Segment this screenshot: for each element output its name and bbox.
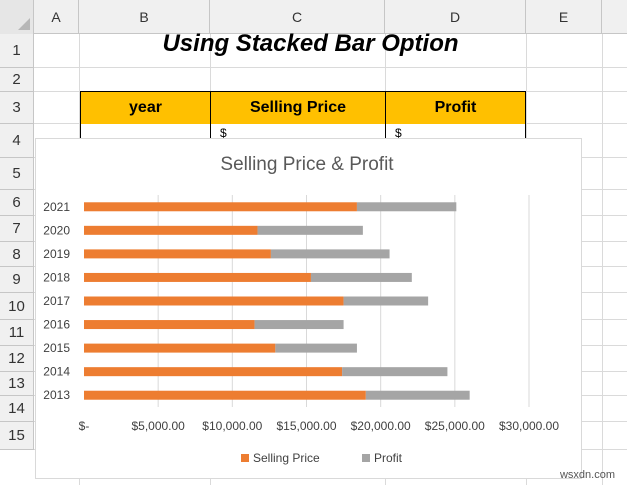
table-cell-fragment: $ [220, 126, 227, 140]
watermark: wsxdn.com [559, 469, 615, 481]
x-tick-label: $10,000.00 [202, 419, 262, 433]
x-tick-label: $30,000.00 [499, 419, 559, 433]
chart-title: Selling Price & Profit [220, 154, 394, 175]
y-tick-label: 2016 [43, 318, 70, 332]
bar-selling-price-2013 [84, 390, 366, 400]
row-header-14[interactable]: 14 [0, 396, 34, 422]
chart-canvas: Selling Price & Profit 2021 2020 2019 2018 20… [43, 154, 559, 465]
column-header-e[interactable]: E [526, 0, 602, 34]
table-header-selling-price[interactable]: Selling Price [210, 91, 386, 125]
x-tick-label: $5,000.00 [131, 419, 185, 433]
y-tick-label: 2014 [43, 365, 70, 379]
bar-profit-2019 [270, 249, 390, 259]
bar-selling-price-2015 [84, 343, 276, 353]
bar-profit-2017 [343, 296, 429, 306]
bar-selling-price-2017 [84, 296, 344, 306]
x-tick-label: $- [79, 419, 90, 433]
y-tick-label: 2013 [43, 388, 70, 402]
grid-line [34, 67, 627, 68]
row-header-10[interactable]: 10 [0, 293, 34, 320]
table-cell[interactable] [385, 124, 526, 138]
bar-selling-price-2020 [84, 225, 258, 235]
row-header-9[interactable]: 9 [0, 267, 34, 293]
row-header-2[interactable]: 2 [0, 68, 34, 92]
row-header-5[interactable]: 5 [0, 158, 34, 190]
y-tick-label: 2018 [43, 270, 70, 284]
x-tick-label: $25,000.00 [425, 419, 485, 433]
column-header-c[interactable]: C [210, 0, 385, 34]
x-tick-label: $20,000.00 [351, 419, 411, 433]
sheet-title[interactable]: Using Stacked Bar Option [162, 30, 459, 57]
row-header-8[interactable]: 8 [0, 242, 34, 267]
table-cell[interactable] [80, 124, 211, 138]
legend-swatch [241, 454, 249, 462]
row-header-15[interactable]: 15 [0, 422, 34, 450]
column-header-a[interactable]: A [34, 0, 79, 34]
bar-profit-2013 [365, 390, 470, 400]
table-header-year[interactable]: year [80, 91, 211, 125]
bar-selling-price-2019 [84, 249, 271, 259]
y-tick-label: 2015 [43, 341, 70, 355]
legend-swatch [362, 454, 370, 462]
row-header-6[interactable]: 6 [0, 190, 34, 216]
row-header-12[interactable]: 12 [0, 346, 34, 372]
select-all-triangle-icon [18, 18, 30, 30]
row-header-7[interactable]: 7 [0, 216, 34, 242]
table-cell-fragment: $ [395, 126, 402, 140]
legend-label: Profit [374, 451, 403, 465]
bar-selling-price-2016 [84, 320, 255, 330]
row-header-11[interactable]: 11 [0, 320, 34, 346]
column-header-bar [0, 0, 627, 34]
y-tick-label: 2021 [43, 200, 70, 214]
row-header-4[interactable]: 4 [0, 124, 34, 158]
stacked-bar-chart[interactable]: Selling Price & Profit 2021 2020 2019 2018 20… [35, 138, 582, 479]
table-cell[interactable] [210, 124, 386, 138]
bar-profit-2014 [342, 367, 448, 377]
bar-profit-2021 [356, 202, 457, 212]
bar-profit-2020 [257, 225, 363, 235]
row-header-13[interactable]: 13 [0, 372, 34, 396]
legend-label: Selling Price [253, 451, 320, 465]
bar-selling-price-2014 [84, 367, 343, 377]
bar-profit-2016 [254, 320, 344, 330]
x-tick-label: $15,000.00 [276, 419, 336, 433]
grid-line [602, 34, 603, 485]
bar-selling-price-2021 [84, 202, 357, 212]
bar-selling-price-2018 [84, 272, 311, 282]
y-tick-label: 2017 [43, 294, 70, 308]
row-header-1[interactable]: 1 [0, 34, 34, 68]
y-tick-label: 2020 [43, 223, 70, 237]
row-header-3[interactable]: 3 [0, 92, 34, 124]
y-tick-label: 2019 [43, 247, 70, 261]
table-header-profit[interactable]: Profit [385, 91, 526, 125]
bar-profit-2018 [310, 272, 412, 282]
column-header-b[interactable]: B [79, 0, 210, 34]
bar-profit-2015 [275, 343, 357, 353]
column-header-d[interactable]: D [385, 0, 526, 34]
